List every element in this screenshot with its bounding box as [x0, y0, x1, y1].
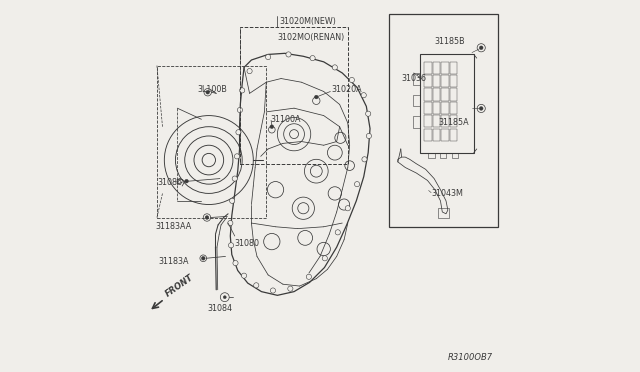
- Circle shape: [185, 179, 188, 183]
- Bar: [452, 153, 458, 158]
- Circle shape: [232, 176, 237, 181]
- Circle shape: [266, 54, 271, 60]
- Circle shape: [286, 52, 291, 57]
- Bar: [413, 73, 420, 85]
- Bar: [413, 95, 420, 106]
- Circle shape: [234, 154, 239, 159]
- Circle shape: [270, 288, 276, 293]
- Circle shape: [366, 134, 371, 138]
- Circle shape: [241, 273, 246, 278]
- Text: 31183AA: 31183AA: [155, 222, 191, 231]
- Text: 31183A: 31183A: [159, 257, 189, 266]
- Circle shape: [307, 274, 312, 279]
- Circle shape: [205, 216, 209, 219]
- Bar: [442, 129, 449, 141]
- Text: 31043M: 31043M: [431, 189, 463, 198]
- Bar: [442, 115, 449, 128]
- Text: 3102MO(RENAN): 3102MO(RENAN): [277, 33, 344, 42]
- Bar: [442, 89, 449, 101]
- Circle shape: [233, 260, 238, 266]
- Bar: [157, 65, 266, 218]
- Bar: [424, 102, 432, 114]
- Circle shape: [270, 125, 274, 129]
- Bar: [433, 75, 440, 87]
- Bar: [433, 62, 440, 74]
- Bar: [442, 102, 449, 114]
- Circle shape: [335, 230, 340, 235]
- Circle shape: [349, 77, 355, 83]
- Text: 31036: 31036: [401, 74, 426, 83]
- Bar: [442, 75, 449, 87]
- Bar: [428, 153, 435, 158]
- Text: 31020A: 31020A: [331, 85, 362, 94]
- Circle shape: [228, 243, 234, 248]
- Circle shape: [310, 55, 315, 61]
- Bar: [424, 115, 432, 128]
- Circle shape: [236, 130, 241, 135]
- Text: 31080: 31080: [235, 239, 260, 248]
- Circle shape: [239, 88, 244, 93]
- Bar: [424, 75, 432, 87]
- Text: 31185B: 31185B: [435, 37, 465, 46]
- Circle shape: [247, 68, 252, 74]
- Circle shape: [479, 107, 483, 110]
- Bar: [420, 54, 474, 153]
- Bar: [450, 115, 457, 128]
- Circle shape: [223, 296, 226, 299]
- Text: 31100A: 31100A: [270, 115, 300, 124]
- Circle shape: [202, 256, 205, 260]
- Circle shape: [345, 206, 350, 211]
- Circle shape: [362, 157, 367, 162]
- Circle shape: [228, 221, 233, 226]
- Bar: [440, 153, 446, 158]
- Circle shape: [365, 111, 371, 116]
- Bar: [450, 129, 457, 141]
- Bar: [413, 116, 420, 128]
- Text: FRONT: FRONT: [164, 273, 195, 299]
- Circle shape: [361, 93, 366, 98]
- Bar: [442, 62, 449, 74]
- Bar: [424, 89, 432, 101]
- Bar: [438, 208, 449, 218]
- Circle shape: [206, 90, 209, 94]
- Text: 31185A: 31185A: [438, 119, 469, 128]
- Circle shape: [322, 256, 328, 261]
- Bar: [433, 115, 440, 128]
- Circle shape: [237, 108, 243, 113]
- Bar: [388, 14, 498, 227]
- Bar: [424, 62, 432, 74]
- Bar: [433, 129, 440, 141]
- Text: R3100OB7: R3100OB7: [448, 353, 493, 362]
- Circle shape: [230, 198, 235, 203]
- Circle shape: [314, 95, 318, 99]
- Circle shape: [479, 46, 483, 49]
- Circle shape: [253, 283, 259, 288]
- Circle shape: [288, 286, 293, 291]
- Text: 31084: 31084: [207, 304, 232, 313]
- Text: 3L100B: 3L100B: [198, 85, 228, 94]
- Bar: [424, 129, 432, 141]
- Bar: [240, 27, 348, 164]
- Circle shape: [332, 65, 337, 70]
- Text: 31086: 31086: [157, 178, 182, 187]
- Bar: [450, 102, 457, 114]
- Circle shape: [355, 182, 360, 187]
- Bar: [433, 102, 440, 114]
- Bar: [450, 62, 457, 74]
- Bar: [433, 89, 440, 101]
- Bar: [450, 75, 457, 87]
- Text: 31020M(NEW): 31020M(NEW): [279, 17, 336, 26]
- Bar: [450, 89, 457, 101]
